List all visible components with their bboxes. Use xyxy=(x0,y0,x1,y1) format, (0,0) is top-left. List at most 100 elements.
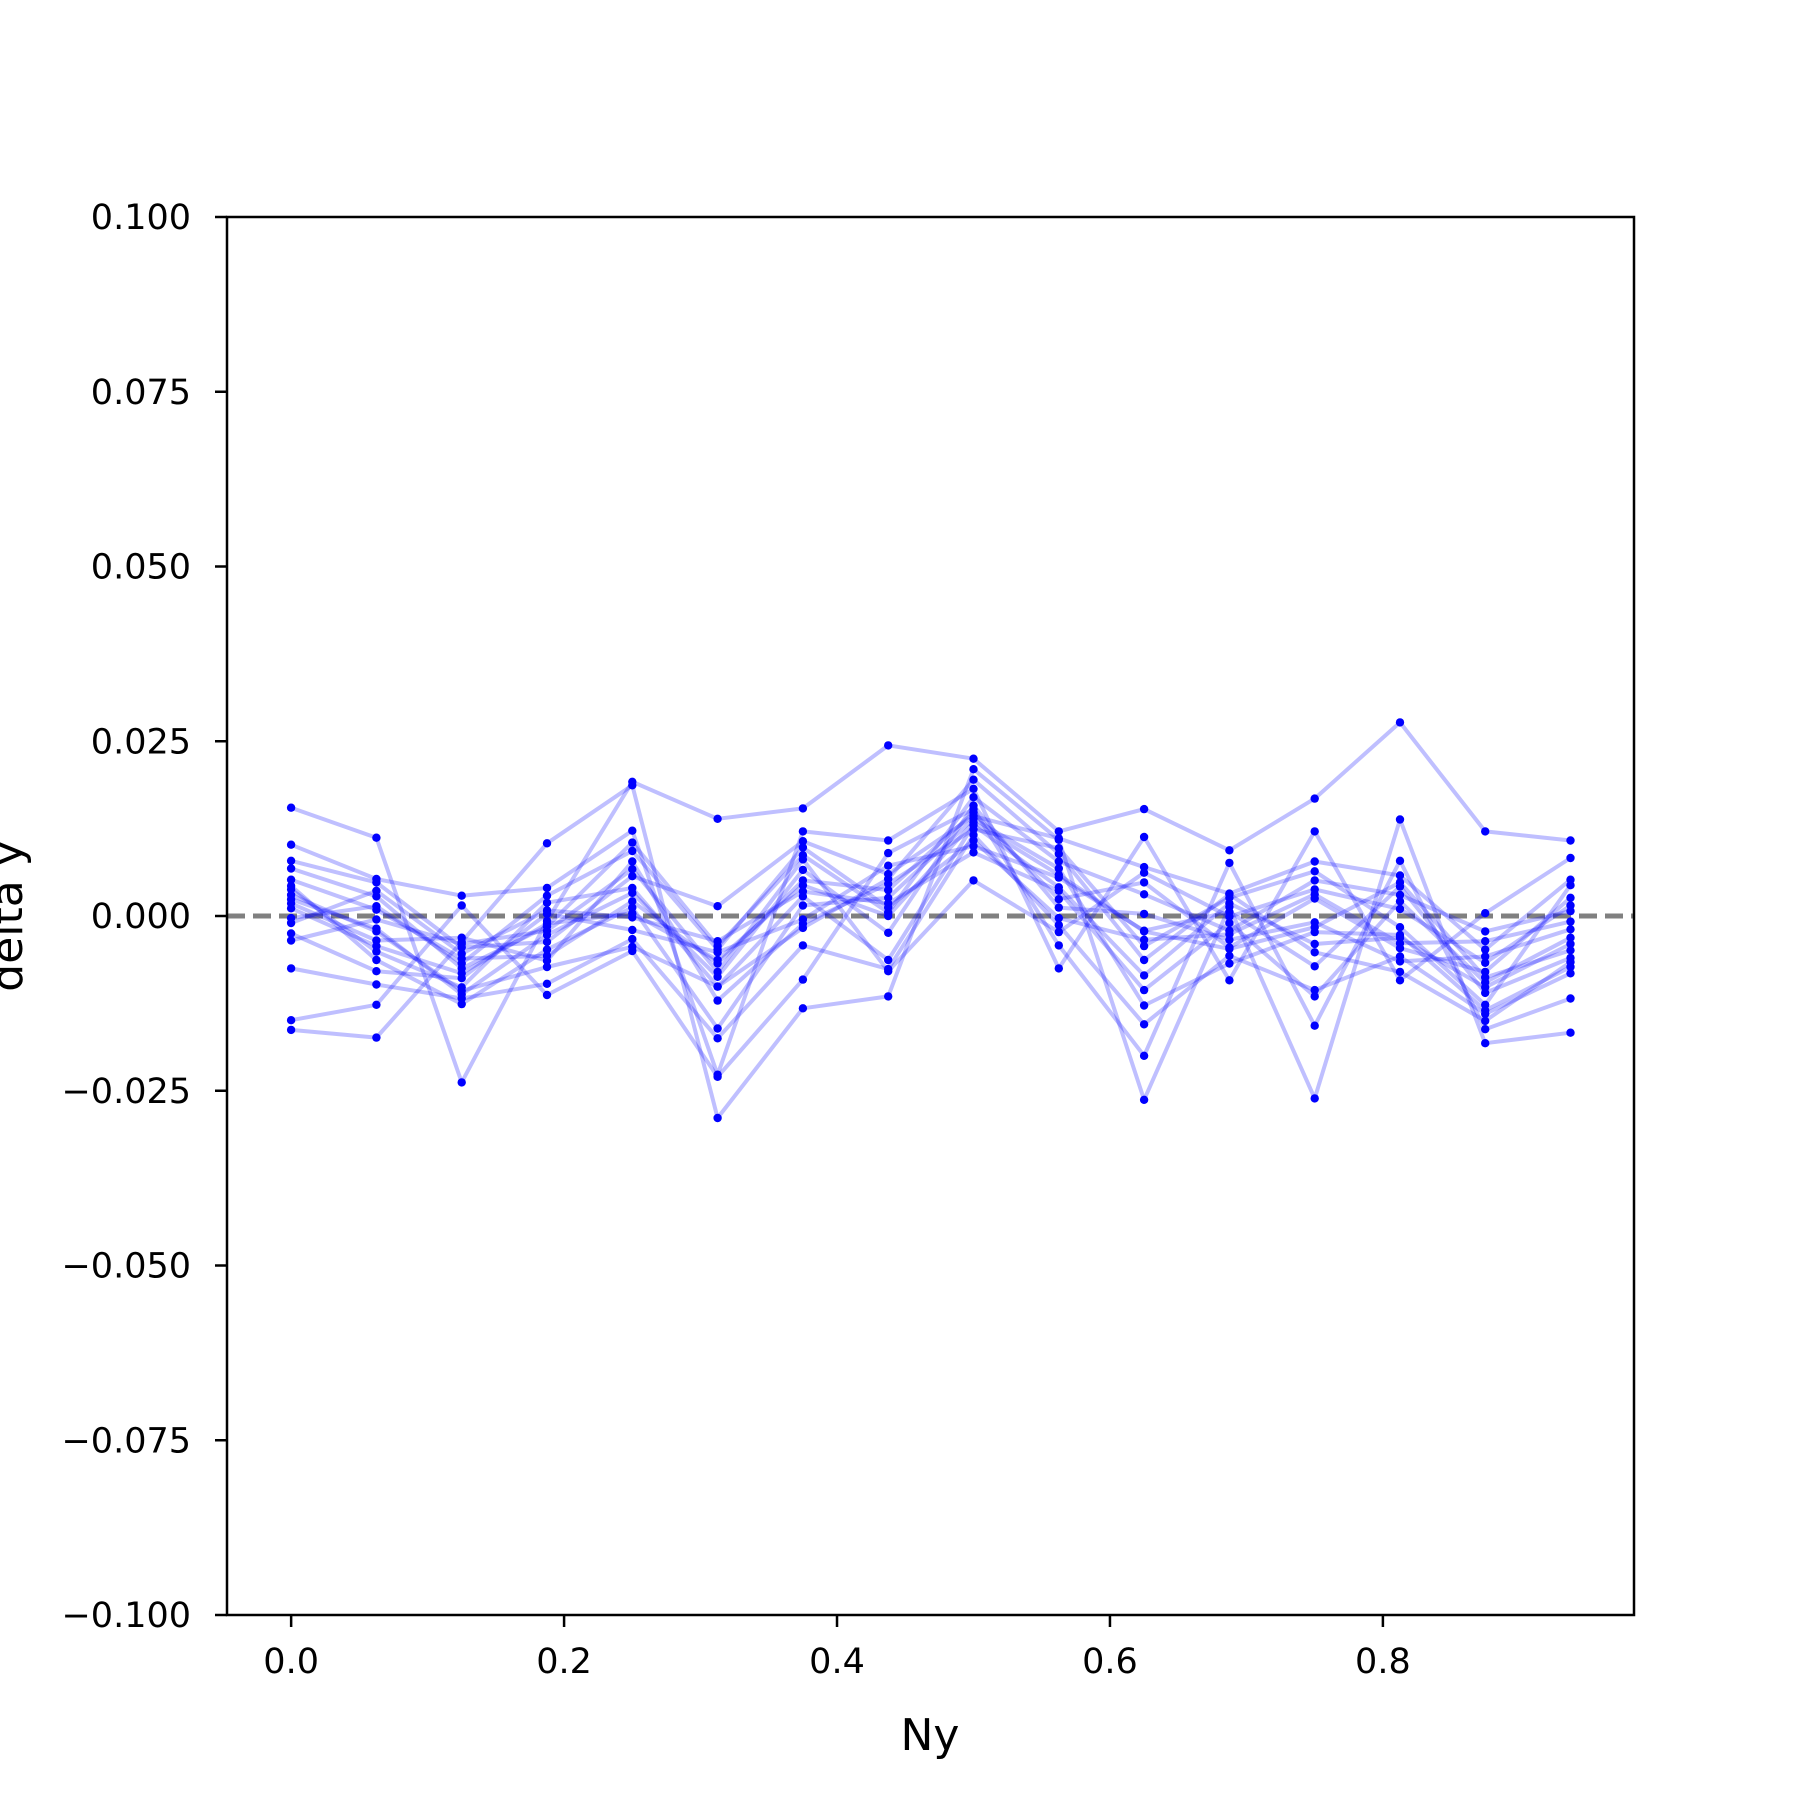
data-point xyxy=(1566,881,1575,890)
data-point xyxy=(713,1113,722,1123)
data-point xyxy=(1225,959,1234,968)
series-line xyxy=(290,720,1571,1085)
data-point xyxy=(969,801,978,810)
data-point xyxy=(457,949,466,958)
y-tick-label: 0.075 xyxy=(91,373,191,413)
data-point xyxy=(542,990,552,1000)
data-point xyxy=(1310,992,1319,1001)
data-point xyxy=(1054,864,1064,873)
series-line xyxy=(290,857,1572,974)
data-point xyxy=(372,1000,381,1009)
data-point xyxy=(1566,946,1575,955)
series-line xyxy=(289,823,1572,990)
data-point xyxy=(1310,876,1319,885)
data-point xyxy=(372,967,381,976)
series-line xyxy=(289,816,1572,1031)
data-point xyxy=(884,893,893,902)
data-point xyxy=(1395,815,1405,824)
data-point xyxy=(286,1016,296,1025)
data-point xyxy=(798,837,808,846)
data-point xyxy=(713,814,722,823)
series-line xyxy=(290,827,1573,1007)
data-point xyxy=(1481,973,1490,982)
data-point xyxy=(1566,893,1575,902)
data-point xyxy=(1566,939,1575,949)
data-point xyxy=(628,942,637,951)
data-point xyxy=(1566,917,1575,926)
data-point xyxy=(542,883,552,893)
data-point xyxy=(628,857,637,866)
data-point xyxy=(1054,941,1064,950)
data-point xyxy=(798,1004,808,1013)
y-tick-label: 0.050 xyxy=(91,548,191,588)
x-tick-label: 0.4 xyxy=(809,1642,865,1682)
series-line xyxy=(290,850,1572,999)
data-point xyxy=(1139,927,1149,936)
data-point xyxy=(969,784,978,793)
data-point xyxy=(1139,1051,1149,1061)
data-point xyxy=(1481,945,1490,954)
data-point xyxy=(286,881,296,891)
data-point xyxy=(628,934,637,944)
data-point xyxy=(1310,1094,1319,1103)
data-point xyxy=(457,891,466,900)
data-point xyxy=(1054,895,1064,904)
data-point xyxy=(628,888,637,898)
data-point xyxy=(1225,890,1234,899)
data-point xyxy=(457,999,466,1009)
data-point xyxy=(969,765,978,774)
data-point xyxy=(1395,904,1405,914)
data-point xyxy=(286,890,296,900)
data-point xyxy=(969,808,978,817)
data-point xyxy=(1481,827,1490,836)
data-point xyxy=(1310,867,1319,876)
data-point xyxy=(372,927,381,936)
series-line xyxy=(290,844,1572,995)
data-point xyxy=(457,986,466,995)
data-point xyxy=(969,775,978,784)
data-point xyxy=(884,848,893,858)
data-point xyxy=(798,901,808,910)
data-point xyxy=(884,874,893,884)
data-point xyxy=(542,979,552,988)
data-point xyxy=(884,955,893,965)
data-point xyxy=(798,923,808,933)
data-point xyxy=(884,861,893,870)
data-point xyxy=(286,936,296,945)
data-point xyxy=(1395,957,1405,966)
data-point xyxy=(286,856,296,865)
data-point xyxy=(1139,832,1149,842)
data-point xyxy=(1481,988,1490,998)
data-point xyxy=(372,902,381,911)
data-point xyxy=(1225,944,1234,954)
data-point xyxy=(713,945,722,954)
data-point xyxy=(884,836,893,845)
data-point xyxy=(542,898,552,907)
data-point xyxy=(1139,971,1149,980)
x-tick-label: 0.2 xyxy=(536,1642,592,1682)
data-point xyxy=(1139,804,1149,814)
data-point xyxy=(628,909,637,918)
data-point xyxy=(1481,927,1490,936)
data-point xyxy=(1395,718,1405,727)
series-line xyxy=(290,777,1572,1023)
data-point xyxy=(1395,897,1405,906)
data-point xyxy=(1481,952,1490,961)
data-point xyxy=(884,928,893,937)
data-point xyxy=(1481,1025,1490,1034)
data-point xyxy=(1310,857,1319,866)
data-point xyxy=(542,919,552,928)
data-point xyxy=(884,885,893,895)
data-point xyxy=(628,826,637,835)
y-tick-label: −0.050 xyxy=(61,1247,191,1287)
data-point xyxy=(542,945,552,954)
data-point xyxy=(798,887,808,896)
x-axis-label: Ny xyxy=(901,1710,960,1761)
data-point xyxy=(457,969,466,978)
data-point xyxy=(1395,871,1405,880)
data-point xyxy=(628,865,637,874)
data-point xyxy=(628,846,637,856)
data-point xyxy=(542,956,552,965)
data-point xyxy=(1054,849,1064,858)
